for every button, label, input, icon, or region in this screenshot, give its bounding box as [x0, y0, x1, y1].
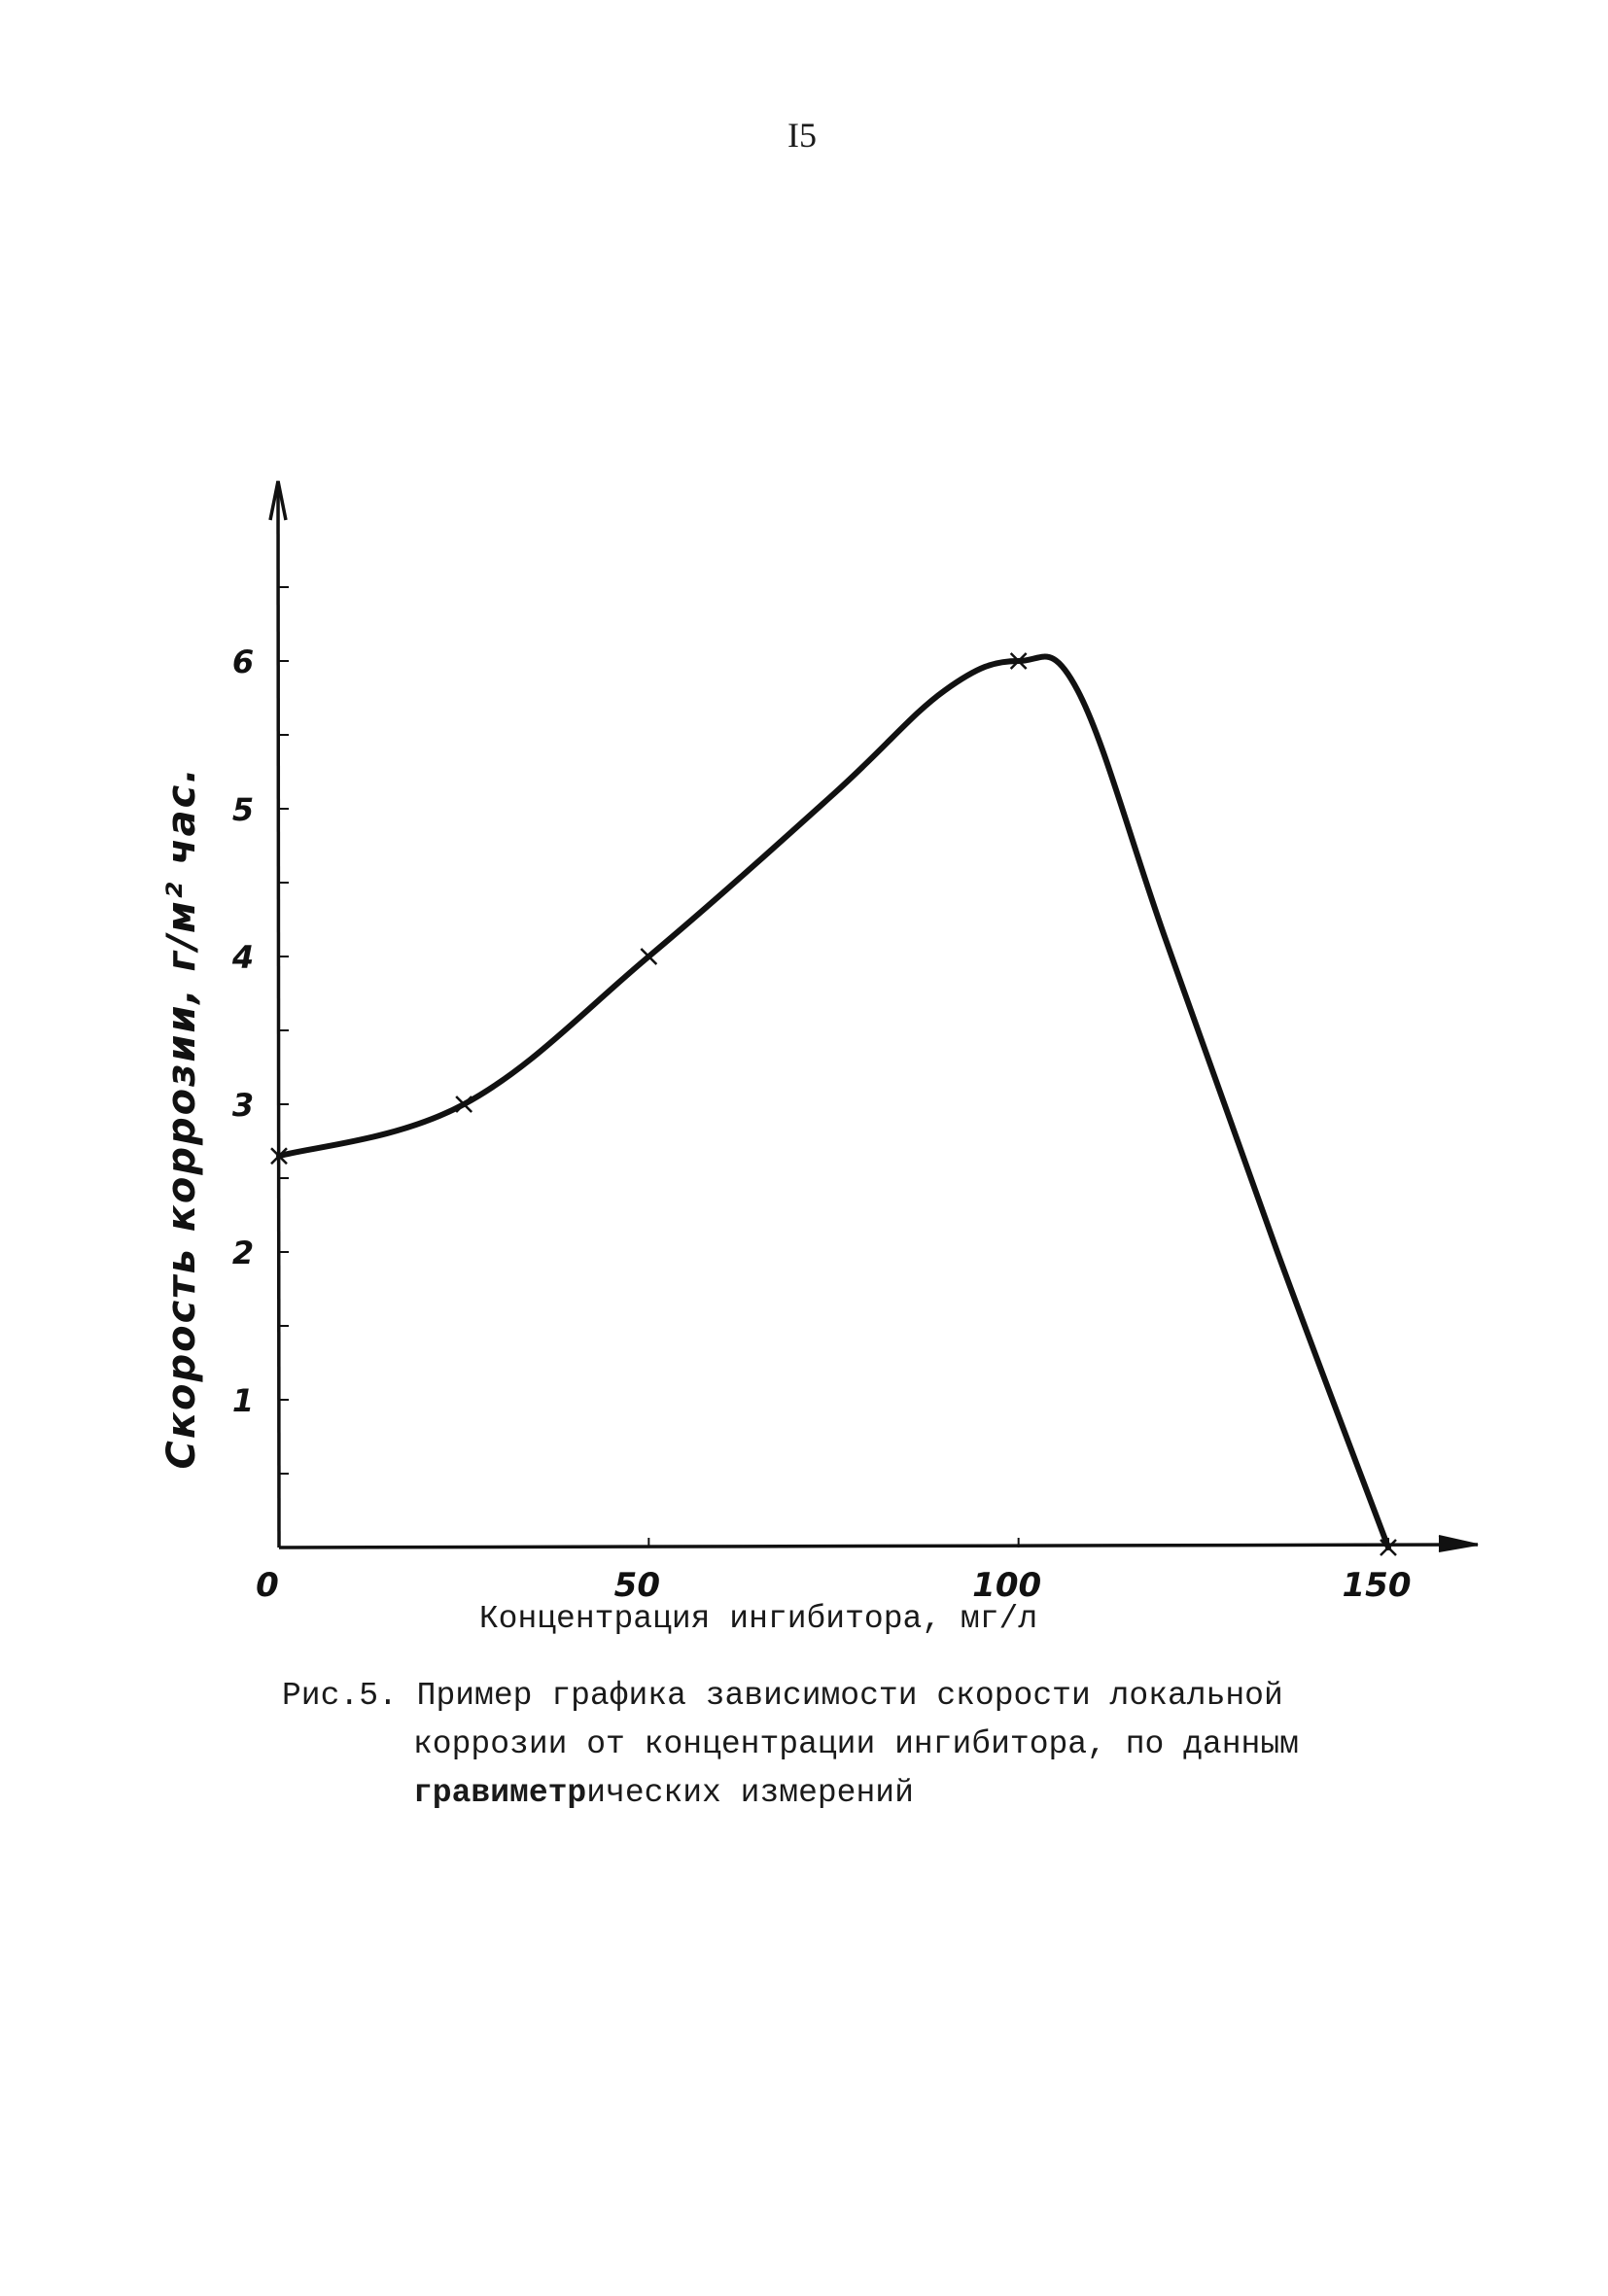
- data-point-marker: [455, 1096, 473, 1113]
- data-point-marker: [1380, 1539, 1397, 1556]
- caption-line-1: Рис.5. Пример графика зависимости скорос…: [282, 1672, 1371, 1721]
- x-axis-arrow: [1438, 1535, 1479, 1552]
- y-axis-label-group: Скорость коррозии, г/м² час.: [159, 766, 204, 1469]
- page-number: I5: [787, 116, 817, 155]
- data-point-marker: [270, 1147, 288, 1165]
- y-tick-label: 4: [231, 939, 254, 976]
- caption-label: Рис.5.: [282, 1678, 398, 1714]
- x-tick-label: 100: [972, 1566, 1041, 1605]
- chart-axes: [268, 480, 1479, 1552]
- x-tick-label: 50: [614, 1566, 660, 1605]
- y-axis-label: Скорость коррозии, г/м² час.: [159, 766, 204, 1469]
- caption-text-1: Пример графика зависимости скорости лока…: [416, 1678, 1283, 1714]
- data-point-marker: [1009, 652, 1028, 670]
- y-axis-arrow: [268, 480, 288, 521]
- caption-line-3: гравиметрических измерений: [282, 1769, 1371, 1818]
- x-axis-line: [278, 1543, 1479, 1549]
- series-line: [276, 653, 1391, 1550]
- caption-line-2: коррозии от концентрации ингибитора, по …: [413, 1726, 1299, 1762]
- y-axis-line: [276, 480, 281, 1548]
- y-tick-label: 1: [232, 1382, 254, 1419]
- x-axis-label: Концентрация ингибитора, мг/л: [478, 1601, 1038, 1637]
- data-point-marker: [640, 948, 658, 965]
- caption-text-3-rest: ических измерений: [586, 1775, 914, 1811]
- y-tick-label: 6: [232, 644, 254, 680]
- caption-text-3-bold: гравиметр: [413, 1775, 587, 1811]
- y-tick-label: 5: [232, 791, 254, 828]
- chart-ticks: 1 2 3 4 5 6 0 50 100 150: [231, 586, 1412, 1605]
- x-tick-label: 150: [1343, 1566, 1412, 1605]
- y-tick-label: 3: [232, 1087, 254, 1124]
- x-tick-label: 0: [256, 1566, 279, 1605]
- y-tick-label: 2: [232, 1235, 254, 1271]
- chart-series: [270, 652, 1397, 1556]
- figure-caption: Рис.5. Пример графика зависимости скорос…: [282, 1672, 1371, 1818]
